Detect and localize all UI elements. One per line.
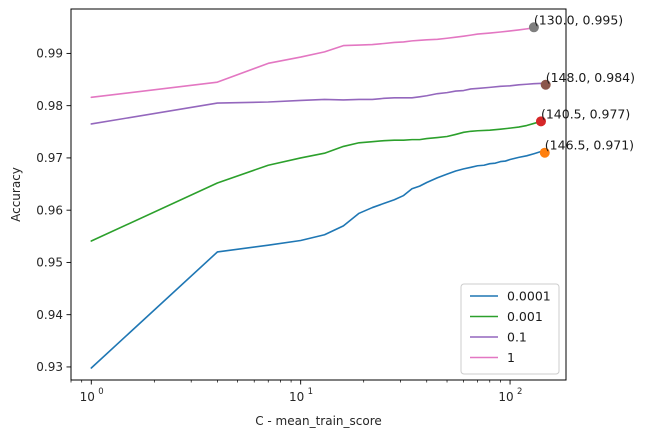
y-tick-label-0: 0.93 — [36, 360, 63, 374]
y-axis-label: Accuracy — [9, 167, 23, 222]
y-tick-label-2: 0.95 — [36, 256, 63, 270]
series-line-0 — [90, 149, 546, 369]
x-axis-ticks: 10 0 10 1 10 2 — [70, 380, 522, 404]
legend-label-3: 1 — [507, 350, 515, 365]
legend-box — [460, 283, 560, 375]
annotation-label-0: (130.0, 0.995) — [534, 12, 623, 27]
y-tick-label-5: 0.98 — [36, 99, 63, 113]
series-line-3 — [90, 27, 535, 99]
annotation-label-3: (146.5, 0.971) — [545, 138, 634, 153]
x-tick-exponent-1: 1 — [308, 387, 313, 397]
annotations: (130.0, 0.995) (148.0, 0.984) (140.5, 0.97… — [534, 12, 635, 152]
x-tick-exponent-2: 2 — [517, 387, 522, 397]
annotation-marker-0 — [528, 22, 539, 33]
annotation-label-2: (140.5, 0.977) — [541, 106, 630, 121]
annotation-label-1: (148.0, 0.984) — [546, 70, 635, 85]
legend: 0.0001 0.001 0.1 1 — [460, 283, 560, 375]
plot-markers — [528, 22, 551, 158]
y-tick-label-1: 0.94 — [36, 308, 63, 322]
x-tick-label-1: 10 — [289, 390, 304, 404]
legend-label-1: 0.001 — [507, 309, 543, 324]
plot-frame — [70, 8, 567, 381]
y-tick-label-4: 0.97 — [36, 151, 63, 165]
legend-label-2: 0.1 — [507, 330, 527, 345]
plot-lines — [90, 27, 547, 369]
annotation-marker-3 — [539, 147, 550, 158]
y-tick-label-3: 0.96 — [36, 203, 63, 217]
legend-label-0: 0.0001 — [507, 289, 551, 304]
x-tick-label-2: 10 — [498, 390, 513, 404]
x-tick-label-0: 10 — [80, 390, 95, 404]
x-tick-exponent-0: 0 — [98, 387, 103, 397]
x-axis-label: C - mean_train_score — [255, 414, 382, 428]
y-axis-ticks: 0.93 0.94 0.95 0.96 0.97 0.98 0.99 — [36, 47, 71, 374]
annotation-marker-2 — [535, 116, 546, 127]
series-line-1 — [90, 120, 542, 242]
annotation-marker-1 — [540, 79, 551, 90]
y-tick-label-6: 0.99 — [36, 47, 63, 61]
series-line-2 — [90, 82, 547, 125]
